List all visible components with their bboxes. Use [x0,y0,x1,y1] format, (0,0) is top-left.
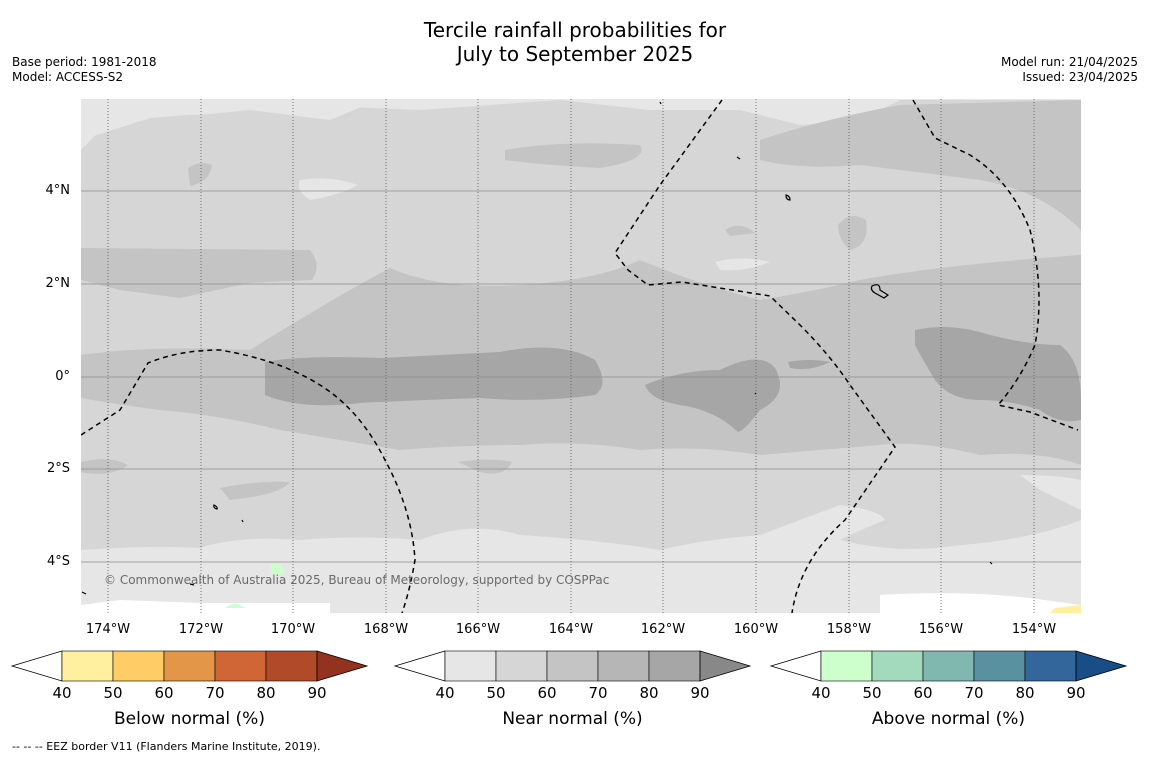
lat-label-4n: 4°N [45,183,71,198]
colorbar-extend-low [10,650,63,682]
colorbar-tick-label: 90 [307,684,327,702]
probability-fill [81,99,1081,613]
lat-label-2n: 2°N [45,276,71,291]
colorbar-segment [871,650,924,682]
colorbar-tick-label: 70 [964,684,984,702]
lon-label: 156°W [918,622,964,637]
colorbar-tick-label: 80 [1015,684,1035,702]
colorbar-tick-label: 50 [862,684,882,702]
issued-date: Issued: 23/04/2025 [1022,70,1138,84]
colorbar-segment [444,650,497,682]
colorbar-segment [546,650,599,682]
colorbar-tick-label: 90 [690,684,710,702]
colorbar-segment [820,650,873,682]
colorbar-tick-label: 80 [256,684,276,702]
colorbar-tick-label: 50 [103,684,123,702]
eez-footnote: -- -- -- EEZ border V11 (Flanders Marine… [12,740,321,753]
colorbar-segment [112,650,165,682]
colorbar-title-above: Above normal (%) [871,709,1026,729]
colorbar-segment [495,650,548,682]
lon-label: 170°W [270,622,316,637]
colorbar-extend-high [699,650,752,682]
colorbar-segment [61,650,114,682]
colorbar-segment [265,650,318,682]
lat-label-4s: 4°S [46,554,70,569]
lon-label: 164°W [548,622,594,637]
colorbar-tick-label: 40 [811,684,831,702]
copyright-notice: © Commonwealth of Australia 2025, Bureau… [104,573,610,587]
colorbar-above-normal [769,650,1128,682]
colorbar-title-below: Below normal (%) [114,709,265,729]
lon-label: 162°W [640,622,686,637]
lon-label: 166°W [455,622,501,637]
colorbar-extend-high [1075,650,1128,682]
model-name: Model: ACCESS-S2 [12,70,124,84]
colorbar-tick-label: 40 [52,684,72,702]
colorbar-below-normal [10,650,369,682]
lat-label-2s: 2°S [46,461,70,476]
eez-border [81,99,1079,613]
lon-label: 154°W [1011,622,1057,637]
colorbar-segment [973,650,1026,682]
colorbar-tick-label: 40 [435,684,455,702]
lon-label: 172°W [178,622,224,637]
colorbar-tick-label: 60 [537,684,557,702]
lon-label: 160°W [733,622,779,637]
colorbar-segment [1024,650,1077,682]
colorbar-segment [214,650,267,682]
colorbar-tick-label: 70 [205,684,225,702]
colorbars [10,650,1128,682]
colorbar-tick-label: 80 [639,684,659,702]
colorbar-segment [922,650,975,682]
map-title: Tercile rainfall probabilities for July … [0,18,1150,66]
base-period: Base period: 1981-2018 [12,55,157,69]
title-line-2: July to September 2025 [456,42,694,66]
lat-label-0: 0° [55,369,70,384]
lon-label: 174°W [85,622,131,637]
lon-label: 158°W [826,622,872,637]
meta-left: Base period: 1981-2018 Model: ACCESS-S2 [12,55,157,85]
title-line-1: Tercile rainfall probabilities for [423,18,727,42]
colorbar-near-normal [393,650,752,682]
colorbar-segment [597,650,650,682]
colorbar-title-near: Near normal (%) [502,709,643,729]
colorbar-tick-label: 70 [588,684,608,702]
lon-label: 168°W [363,622,409,637]
colorbar-extend-low [769,650,822,682]
meta-right: Model run: 21/04/2025 Issued: 23/04/2025 [1001,55,1138,85]
colorbar-segment [648,650,701,682]
colorbar-extend-high [316,650,369,682]
colorbar-extend-low [393,650,446,682]
colorbar-segment [163,650,216,682]
model-run: Model run: 21/04/2025 [1000,55,1138,69]
colorbar-tick-label: 50 [486,684,506,702]
colorbar-tick-label: 60 [913,684,933,702]
colorbar-tick-label: 90 [1066,684,1086,702]
colorbar-tick-label: 60 [154,684,174,702]
